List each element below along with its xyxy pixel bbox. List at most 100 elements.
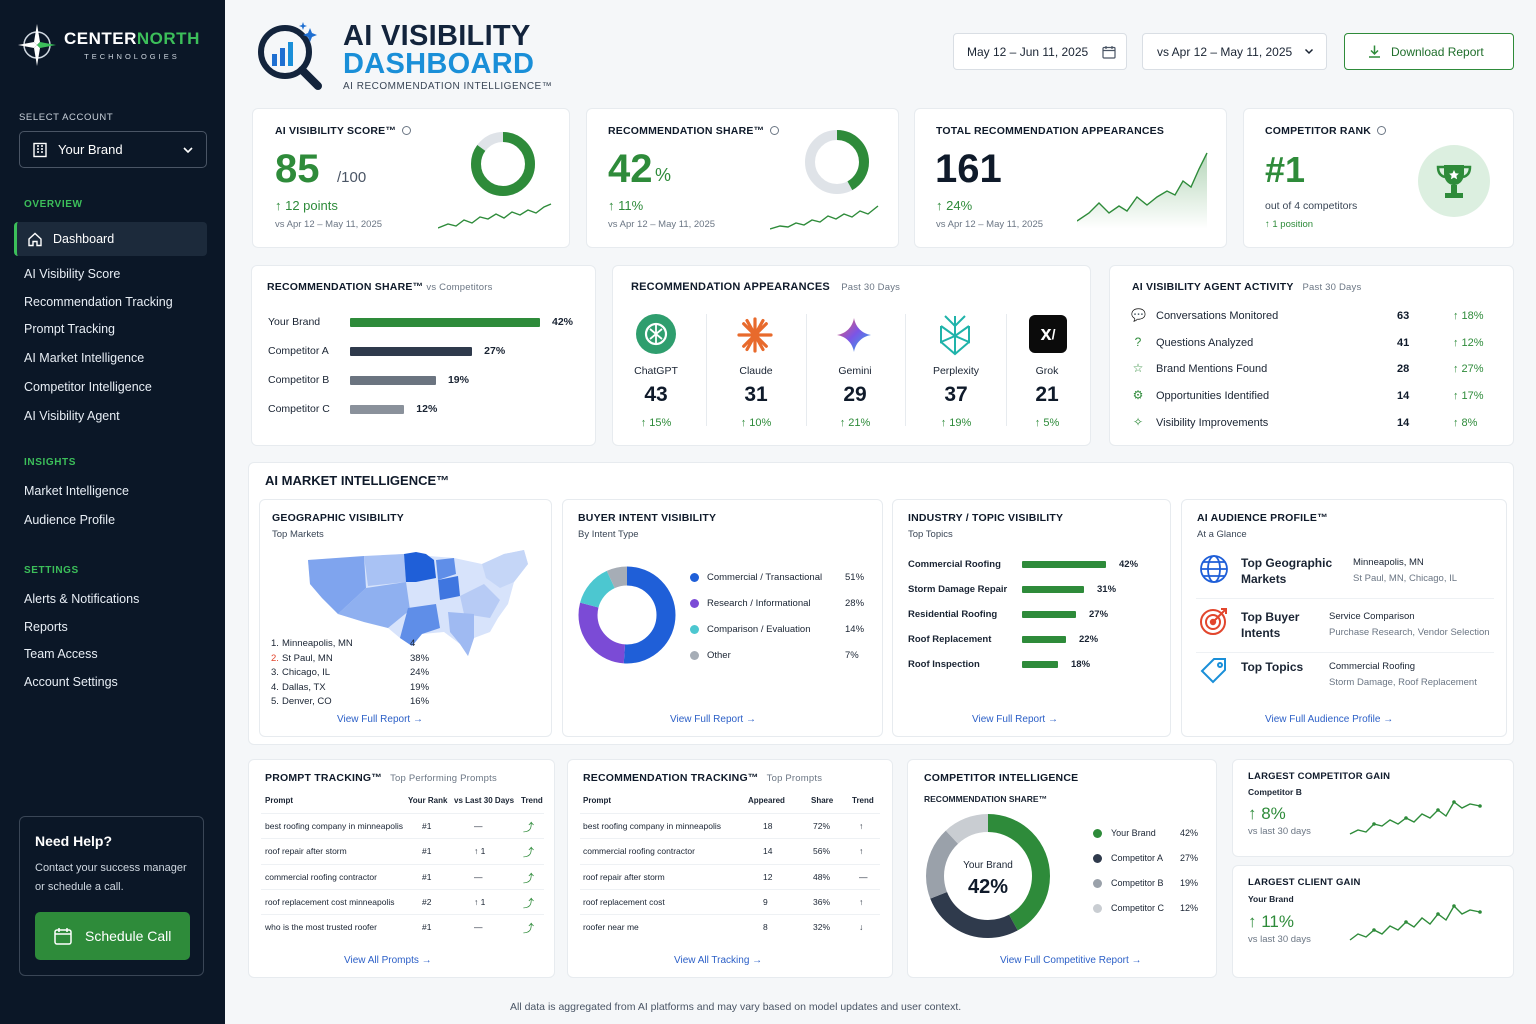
competitor-slice (926, 814, 1050, 938)
rectrack-row-text[interactable]: commercial roofing contractor (583, 846, 695, 857)
topic-subtitle: Top Topics (908, 529, 953, 540)
kpi-share-period: vs Apr 12 – May 11, 2025 (608, 219, 716, 230)
client-gain-sparkline (1349, 904, 1482, 941)
kpi-rank-value: #1 (1265, 149, 1306, 190)
rectrack-row-text[interactable]: roof repair after storm (583, 871, 665, 882)
home-icon (28, 232, 42, 247)
schedule-call-button[interactable]: Schedule Call (35, 912, 190, 960)
geo-row-rank: 4. (271, 681, 279, 693)
view-full-competitive-report-link[interactable]: View Full Competitive Report → (1000, 955, 1142, 966)
date-range-picker[interactable]: May 12 – Jun 11, 2025 (953, 33, 1127, 70)
settings-heading: SETTINGS (24, 565, 79, 576)
agent-row-value: 28 (1397, 363, 1410, 376)
compintel-title: COMPETITOR INTELLIGENCE (924, 772, 1079, 784)
nav-dashboard[interactable]: Dashboard (14, 222, 207, 256)
prompt-row-text[interactable]: who is the most trusted roofer (265, 922, 377, 933)
info-icon[interactable] (402, 126, 412, 135)
platform-name: Gemini (838, 365, 872, 377)
view-all-tracking-link[interactable]: View All Tracking → (674, 955, 763, 966)
nav-team-access[interactable]: Team Access (24, 647, 98, 661)
info-icon[interactable] (1377, 126, 1387, 135)
nav-ai-visibility-score[interactable]: AI Visibility Score (24, 267, 121, 281)
target-icon (1200, 608, 1227, 635)
help-card: Need Help? Contact your success manager … (19, 816, 204, 976)
nav-market-intelligence[interactable]: Market Intelligence (24, 484, 129, 498)
nav-ai-market-intelligence[interactable]: AI Market Intelligence (24, 351, 145, 365)
rec-share-bar (350, 347, 473, 356)
audience-row-label-2: Markets (1241, 572, 1287, 586)
rectrack-row-appeared: 12 (763, 871, 773, 882)
rectrack-row-text[interactable]: roofer near me (583, 922, 639, 933)
agent-row-delta: ↑ 8% (1453, 416, 1478, 429)
brand-logo[interactable]: CENTERNORTH TECHNOLOGIES (18, 22, 200, 68)
trend-up-icon: ⤴ (523, 822, 534, 834)
rec-share-label: Competitor B (268, 374, 330, 386)
tag-icon (1200, 658, 1226, 684)
audience-title: AI AUDIENCE PROFILE™ (1197, 512, 1328, 524)
intent-view-report-link[interactable]: View Full Report → (670, 714, 756, 725)
kpi-share-value: 42 (608, 147, 653, 191)
agent-row-delta: ↑ 12% (1453, 336, 1484, 349)
audience-profile-card: AI AUDIENCE PROFILE™ At a Glance Top Geo… (1181, 499, 1507, 737)
agent-row-delta: ↑ 27% (1453, 363, 1484, 376)
view-all-prompts-link[interactable]: View All Prompts → (344, 955, 432, 966)
platform-divider (1006, 314, 1007, 426)
question-icon: ? (1134, 334, 1142, 349)
intent-subtitle: By Intent Type (578, 529, 639, 540)
competitor-legend-pct: 12% (1180, 903, 1199, 913)
compare-period-select[interactable]: vs Apr 12 – May 11, 2025 (1142, 33, 1327, 70)
geo-row-rank: 1. (271, 638, 279, 649)
rectrack-row-text[interactable]: roof replacement cost (583, 896, 665, 907)
prompt-row-text[interactable]: roof replacement cost minneapolis (265, 896, 395, 907)
schedule-call-label: Schedule Call (85, 928, 172, 944)
prompt-row-text[interactable]: best roofing company in minneapolis (265, 821, 403, 831)
rec-share-value: 19% (447, 374, 469, 386)
geo-row-city: St Paul, MN (282, 652, 333, 664)
nav-audience-profile[interactable]: Audience Profile (24, 513, 116, 527)
main-content: AI VISIBILITY DASHBOARD AI RECOMMENDATIO… (225, 0, 1536, 1024)
rec-share-bar (350, 405, 405, 414)
rectrack-row-trend: ↑ (859, 846, 864, 857)
download-report-button[interactable]: Download Report (1344, 33, 1514, 70)
prompt-row-text[interactable]: roof repair after storm (265, 846, 347, 857)
topic-pct: 31% (1097, 584, 1117, 595)
agent-row-label: Visibility Improvements (1156, 416, 1269, 429)
audience-row-value-2: Purchase Research, Vendor Selection (1329, 627, 1490, 638)
nav-competitor-intelligence[interactable]: Competitor Intelligence (24, 380, 152, 394)
platform-divider (706, 314, 707, 426)
nav-prompt-tracking[interactable]: Prompt Tracking (24, 322, 116, 336)
rectrack-row-appeared: 8 (763, 922, 768, 933)
claude-icon (737, 317, 773, 353)
kpi-appearances-value: 161 (935, 147, 1002, 191)
intent-donut-chart (578, 566, 676, 664)
client-gain-who: Your Brand (1248, 894, 1294, 904)
prompt-row-text[interactable]: commercial roofing contractor (265, 871, 377, 882)
sidebar: CENTERNORTH TECHNOLOGIES SELECT ACCOUNT … (0, 0, 225, 1024)
rectrack-col-trend: Trend (852, 796, 874, 805)
rectrack-row-text[interactable]: best roofing company in minneapolis (583, 821, 721, 831)
audience-view-profile-link[interactable]: View Full Audience Profile → (1265, 714, 1394, 725)
rectrack-row-divider (580, 863, 880, 865)
nav-reports[interactable]: Reports (24, 620, 68, 634)
client-gain-period: vs last 30 days (1248, 934, 1311, 945)
nav-alerts-notifications[interactable]: Alerts & Notifications (24, 592, 140, 606)
nav-recommendation-tracking[interactable]: Recommendation Tracking (24, 295, 173, 309)
account-select[interactable]: Your Brand (19, 131, 207, 168)
geo-row-rank: 5. (271, 696, 279, 707)
platform-count: 21 (1035, 383, 1059, 406)
nav-account-settings[interactable]: Account Settings (24, 675, 118, 689)
prompt-row-divider (261, 914, 544, 916)
agent-row-value: 14 (1397, 416, 1410, 429)
topic-view-report-link[interactable]: View Full Report → (972, 714, 1058, 725)
nav-ai-visibility-agent[interactable]: AI Visibility Agent (24, 409, 120, 423)
kpi-rank-title: COMPETITOR RANK (1265, 125, 1387, 137)
trend-up-icon: ⤴ (523, 897, 534, 910)
prompt-title: PROMPT TRACKING™ Top Performing Prompts (265, 772, 497, 784)
platform-divider (905, 314, 906, 426)
prompt-row-rank: #1 (422, 922, 432, 933)
compass-star-icon (18, 24, 56, 66)
info-icon[interactable] (770, 126, 780, 135)
geo-view-report-link[interactable]: View Full Report → (337, 714, 423, 725)
geo-row-rank: 3. (271, 667, 279, 678)
compintel-center-label: Your Brand (963, 860, 1013, 871)
